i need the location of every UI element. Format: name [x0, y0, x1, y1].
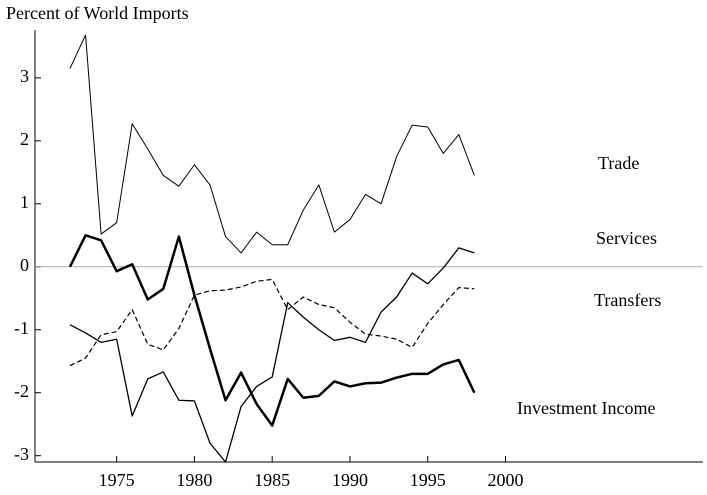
- series-line: [69, 34, 475, 254]
- y-tick-label: -1: [14, 318, 29, 338]
- x-tick-label: 1990: [332, 470, 368, 490]
- series-line: [68, 234, 476, 427]
- x-tick-label: 1985: [254, 470, 290, 490]
- x-tick-label: 1995: [410, 470, 446, 490]
- x-tick-label: 2000: [487, 470, 523, 490]
- y-tick-label: 0: [20, 255, 29, 275]
- series-label: Investment Income: [517, 398, 655, 418]
- series-line: [69, 247, 475, 463]
- x-tick-label: 1980: [176, 470, 212, 490]
- series-line: [69, 278, 475, 367]
- y-tick-label: 2: [20, 129, 29, 149]
- y-tick-label: 3: [20, 66, 29, 86]
- series-label: Services: [596, 228, 657, 248]
- y-tick-label: -3: [14, 444, 29, 464]
- series-label: Trade: [598, 153, 639, 173]
- y-axis-label: Percent of World Imports: [6, 3, 189, 23]
- series-label: Transfers: [594, 290, 661, 310]
- x-tick-label: 1975: [99, 470, 135, 490]
- y-tick-label: 1: [20, 192, 29, 212]
- y-tick-label: -2: [14, 381, 29, 401]
